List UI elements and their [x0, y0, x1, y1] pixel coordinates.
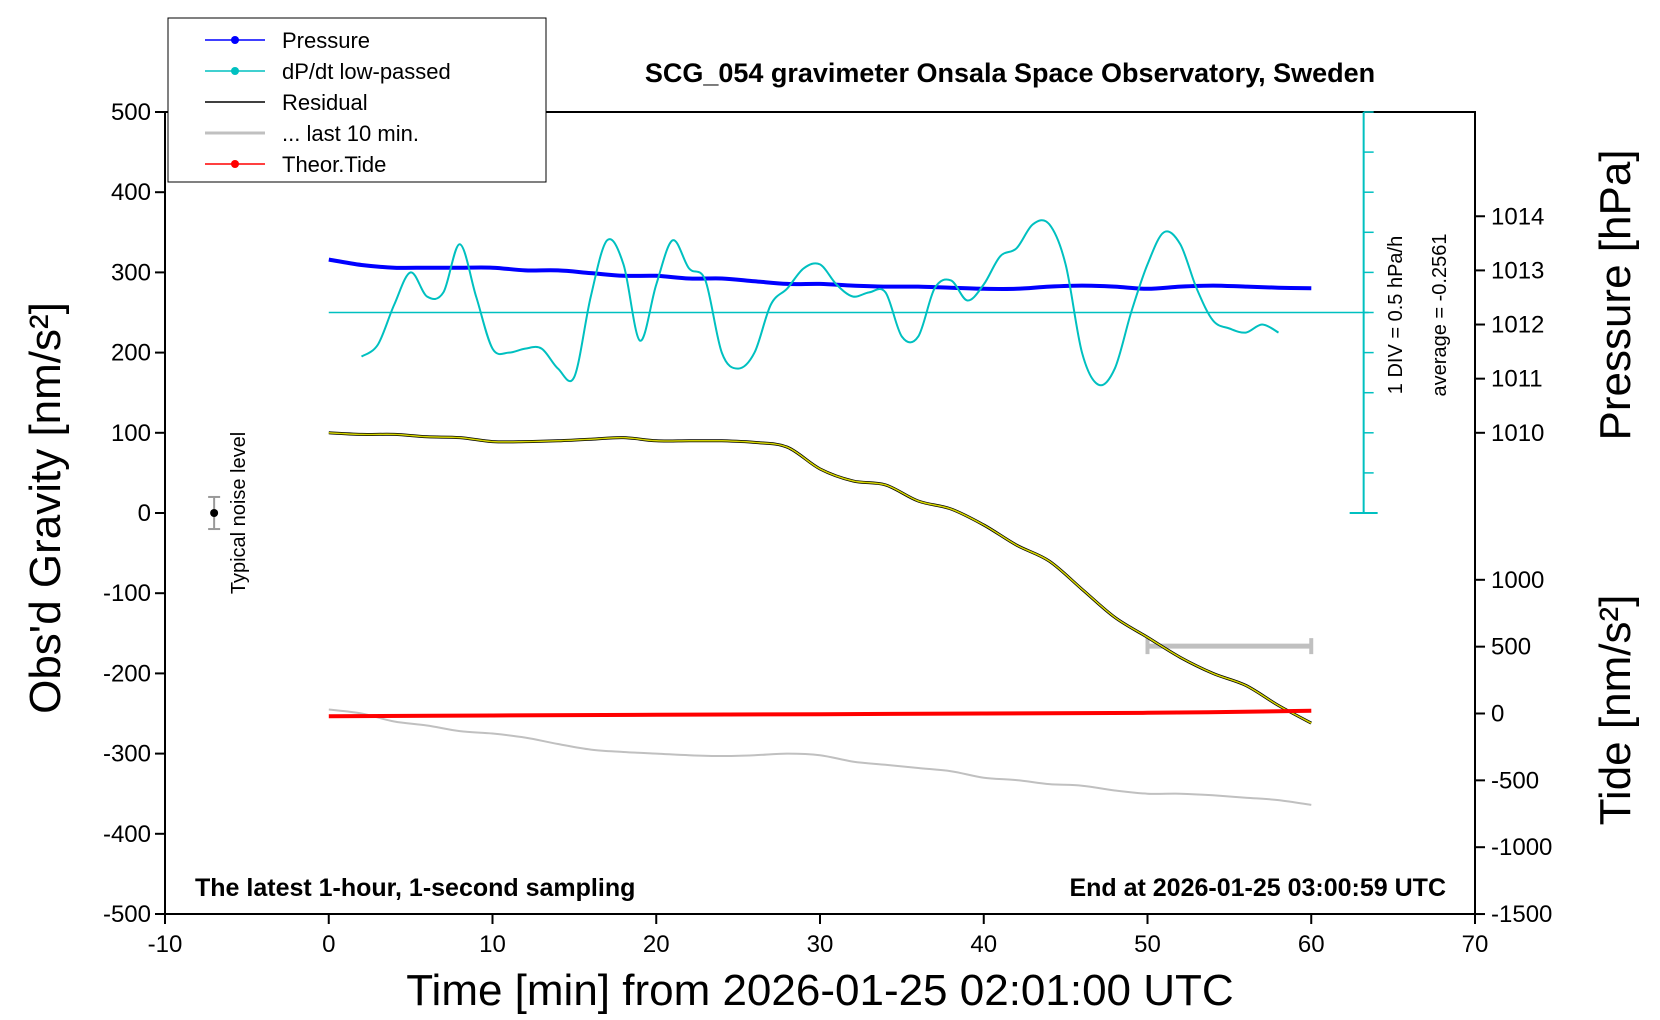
y-tick-label: 0	[138, 500, 151, 527]
legend-marker	[231, 36, 239, 44]
y-tick-label: 100	[111, 420, 151, 447]
y-tick-label: 500	[111, 99, 151, 126]
series-4	[328, 708, 1312, 719]
series-0	[328, 257, 1312, 292]
y-tick-label: 300	[111, 259, 151, 286]
x-tick-label: 0	[322, 931, 335, 958]
footer-left: The latest 1-hour, 1-second sampling	[195, 874, 635, 902]
legend: Pressure dP/dt low-passed Residual ... last…	[167, 17, 547, 183]
axis-ticks: -10 0 10 20 30 40 50 60 705004003002001000-100-2…	[103, 99, 1552, 958]
pressure-tick-label: 1013	[1491, 257, 1544, 284]
pressure-tick-label: 1011	[1491, 366, 1543, 393]
legend-marker	[231, 160, 239, 168]
legend-label: Pressure	[282, 28, 370, 53]
noise-bar-point	[210, 509, 219, 517]
x-tick-label: 40	[970, 931, 997, 958]
noise-level-label: Typical noise level	[228, 432, 250, 594]
x-tick-label: 60	[1298, 931, 1325, 958]
pressure-tick-label: 1014	[1491, 203, 1544, 230]
y-tick-label: -500	[103, 901, 151, 928]
y-tick-label: -200	[103, 660, 151, 687]
legend-label: Residual	[282, 90, 368, 115]
x-tick-label: -10	[148, 931, 183, 958]
div-scale-label: 1 DIV = 0.5 hPa/h	[1385, 236, 1407, 394]
x-axis-title: Time [min] from 2026-01-25 02:01:00 UTC	[406, 966, 1233, 1015]
series-3	[328, 708, 1312, 806]
y-axis-title-tide: Tide [nm/s²]	[1591, 595, 1640, 826]
chart-title: SCG_054 gravimeter Onsala Space Observat…	[645, 58, 1375, 88]
y-tick-label: -100	[103, 580, 151, 607]
series-2	[328, 431, 1312, 725]
tide-tick-label: -1500	[1491, 901, 1552, 928]
y-tick-label: -300	[103, 741, 151, 768]
tide-tick-label: -1000	[1491, 834, 1552, 861]
legend-box	[167, 17, 547, 183]
tide-tick-label: 0	[1491, 701, 1504, 728]
dpdt-scale-bar	[1349, 111, 1378, 514]
x-tick-label: 20	[643, 931, 670, 958]
y-axis-title-pressure: Pressure [hPa]	[1591, 149, 1640, 440]
series-line	[360, 219, 1280, 387]
legend-label: ... last 10 min.	[282, 121, 419, 146]
y-axis-title-left: Obs'd Gravity [nm/s²]	[21, 302, 70, 714]
average-label: average = -0.2561	[1429, 234, 1451, 397]
tide-tick-label: 1000	[1491, 567, 1544, 594]
legend-marker	[231, 67, 239, 75]
x-tick-label: 10	[479, 931, 506, 958]
tide-tick-label: -500	[1491, 767, 1539, 794]
series-layer	[208, 219, 1369, 806]
series-1	[360, 219, 1280, 387]
legend-label: Theor.Tide	[282, 152, 386, 177]
x-tick-label: 70	[1462, 931, 1489, 958]
y-tick-label: -400	[103, 821, 151, 848]
x-tick-label: 30	[807, 931, 834, 958]
y-tick-label: 200	[111, 340, 151, 367]
footer-right: End at 2026-01-25 03:00:59 UTC	[1069, 874, 1446, 902]
legend-label: dP/dt low-passed	[282, 59, 451, 84]
x-tick-label: 50	[1134, 931, 1161, 958]
pressure-tick-label: 1010	[1491, 420, 1544, 447]
pressure-tick-label: 1012	[1491, 312, 1544, 339]
tide-tick-label: 500	[1491, 634, 1531, 661]
y-tick-label: 400	[111, 179, 151, 206]
